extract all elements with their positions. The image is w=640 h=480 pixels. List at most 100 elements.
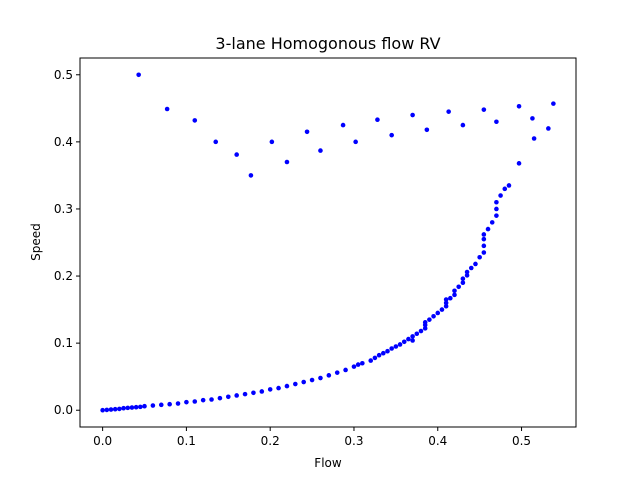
y-tick-label: 0.4 xyxy=(54,135,73,149)
x-tick-label: 0.0 xyxy=(93,434,112,448)
data-point xyxy=(494,199,499,205)
data-point xyxy=(104,407,110,413)
data-point xyxy=(418,328,424,334)
data-point xyxy=(217,395,223,401)
x-tick-label: 0.4 xyxy=(428,434,447,448)
data-point xyxy=(443,303,449,309)
data-point xyxy=(389,346,394,351)
data-point xyxy=(424,127,430,133)
data-point xyxy=(133,404,139,410)
data-point xyxy=(309,377,315,383)
data-point xyxy=(410,334,415,339)
data-point xyxy=(406,336,411,342)
data-point xyxy=(226,394,231,400)
data-point xyxy=(401,339,407,345)
data-point xyxy=(175,401,181,406)
data-point xyxy=(481,232,487,237)
data-point xyxy=(248,173,254,178)
data-point xyxy=(284,159,290,165)
x-tick-label: 0.2 xyxy=(261,434,280,448)
data-point xyxy=(138,404,143,410)
data-point xyxy=(150,403,156,408)
data-point xyxy=(376,352,382,358)
data-point xyxy=(460,276,466,282)
data-point xyxy=(397,342,403,347)
y-axis-ticks: 0.0 0.1 0.2 0.3 0.4 0.5 xyxy=(54,68,80,417)
y-tick-label: 0.3 xyxy=(54,202,73,216)
data-point xyxy=(375,117,380,123)
data-point xyxy=(502,186,508,192)
y-tick-label: 0.5 xyxy=(54,68,73,82)
data-point xyxy=(452,292,457,298)
x-axis-label: Flow xyxy=(314,456,342,470)
data-point xyxy=(136,72,141,78)
data-point xyxy=(435,310,441,316)
data-point xyxy=(164,106,170,112)
data-point xyxy=(506,183,512,188)
plot-frame xyxy=(79,57,577,428)
data-point xyxy=(108,407,114,412)
data-point xyxy=(427,317,432,322)
data-point xyxy=(485,226,491,232)
data-point xyxy=(443,297,449,302)
data-point xyxy=(192,118,198,123)
data-point xyxy=(422,326,428,331)
data-point xyxy=(516,161,522,166)
data-point xyxy=(372,355,378,361)
data-point xyxy=(334,370,340,375)
data-point xyxy=(184,399,189,405)
data-point xyxy=(389,132,394,138)
data-point xyxy=(464,273,470,278)
data-point xyxy=(117,406,122,412)
x-tick-label: 0.3 xyxy=(344,434,363,448)
data-point xyxy=(234,393,239,398)
data-point xyxy=(301,379,307,385)
data-point xyxy=(410,112,415,118)
data-point xyxy=(481,107,487,112)
data-point xyxy=(100,407,105,413)
data-point xyxy=(293,381,298,387)
y-tick-label: 0.0 xyxy=(54,403,73,417)
data-point xyxy=(414,331,420,337)
data-point xyxy=(267,387,273,392)
data-point xyxy=(192,399,198,404)
data-point xyxy=(546,126,551,131)
data-point xyxy=(452,288,457,294)
data-point xyxy=(276,385,281,391)
data-point xyxy=(494,206,499,212)
data-point xyxy=(234,152,239,157)
data-point xyxy=(318,148,323,153)
data-point xyxy=(385,348,390,354)
data-point xyxy=(381,350,386,356)
data-point xyxy=(304,129,310,135)
data-point xyxy=(443,300,449,306)
data-point xyxy=(129,405,135,410)
data-point xyxy=(448,295,453,301)
data-point xyxy=(251,390,256,396)
data-point xyxy=(355,362,361,367)
x-tick-label: 0.1 xyxy=(177,434,196,448)
data-point xyxy=(121,405,126,411)
data-point xyxy=(368,358,374,363)
data-point xyxy=(460,280,466,286)
data-point xyxy=(410,338,415,343)
data-point xyxy=(284,383,290,389)
data-point xyxy=(209,397,214,402)
data-point xyxy=(531,136,537,141)
data-point xyxy=(494,213,499,218)
data-point xyxy=(477,254,482,260)
data-point xyxy=(343,367,348,373)
data-point xyxy=(200,397,206,403)
data-point xyxy=(158,402,164,408)
data-point xyxy=(489,220,495,225)
x-axis-ticks: 0.0 0.1 0.2 0.3 0.4 0.5 xyxy=(93,427,531,448)
data-point xyxy=(318,375,323,381)
data-point xyxy=(481,250,487,255)
data-point xyxy=(468,265,474,271)
data-point xyxy=(498,193,503,198)
data-point xyxy=(464,269,470,275)
data-point xyxy=(481,236,487,242)
data-point xyxy=(360,360,365,366)
data-point xyxy=(460,122,466,128)
